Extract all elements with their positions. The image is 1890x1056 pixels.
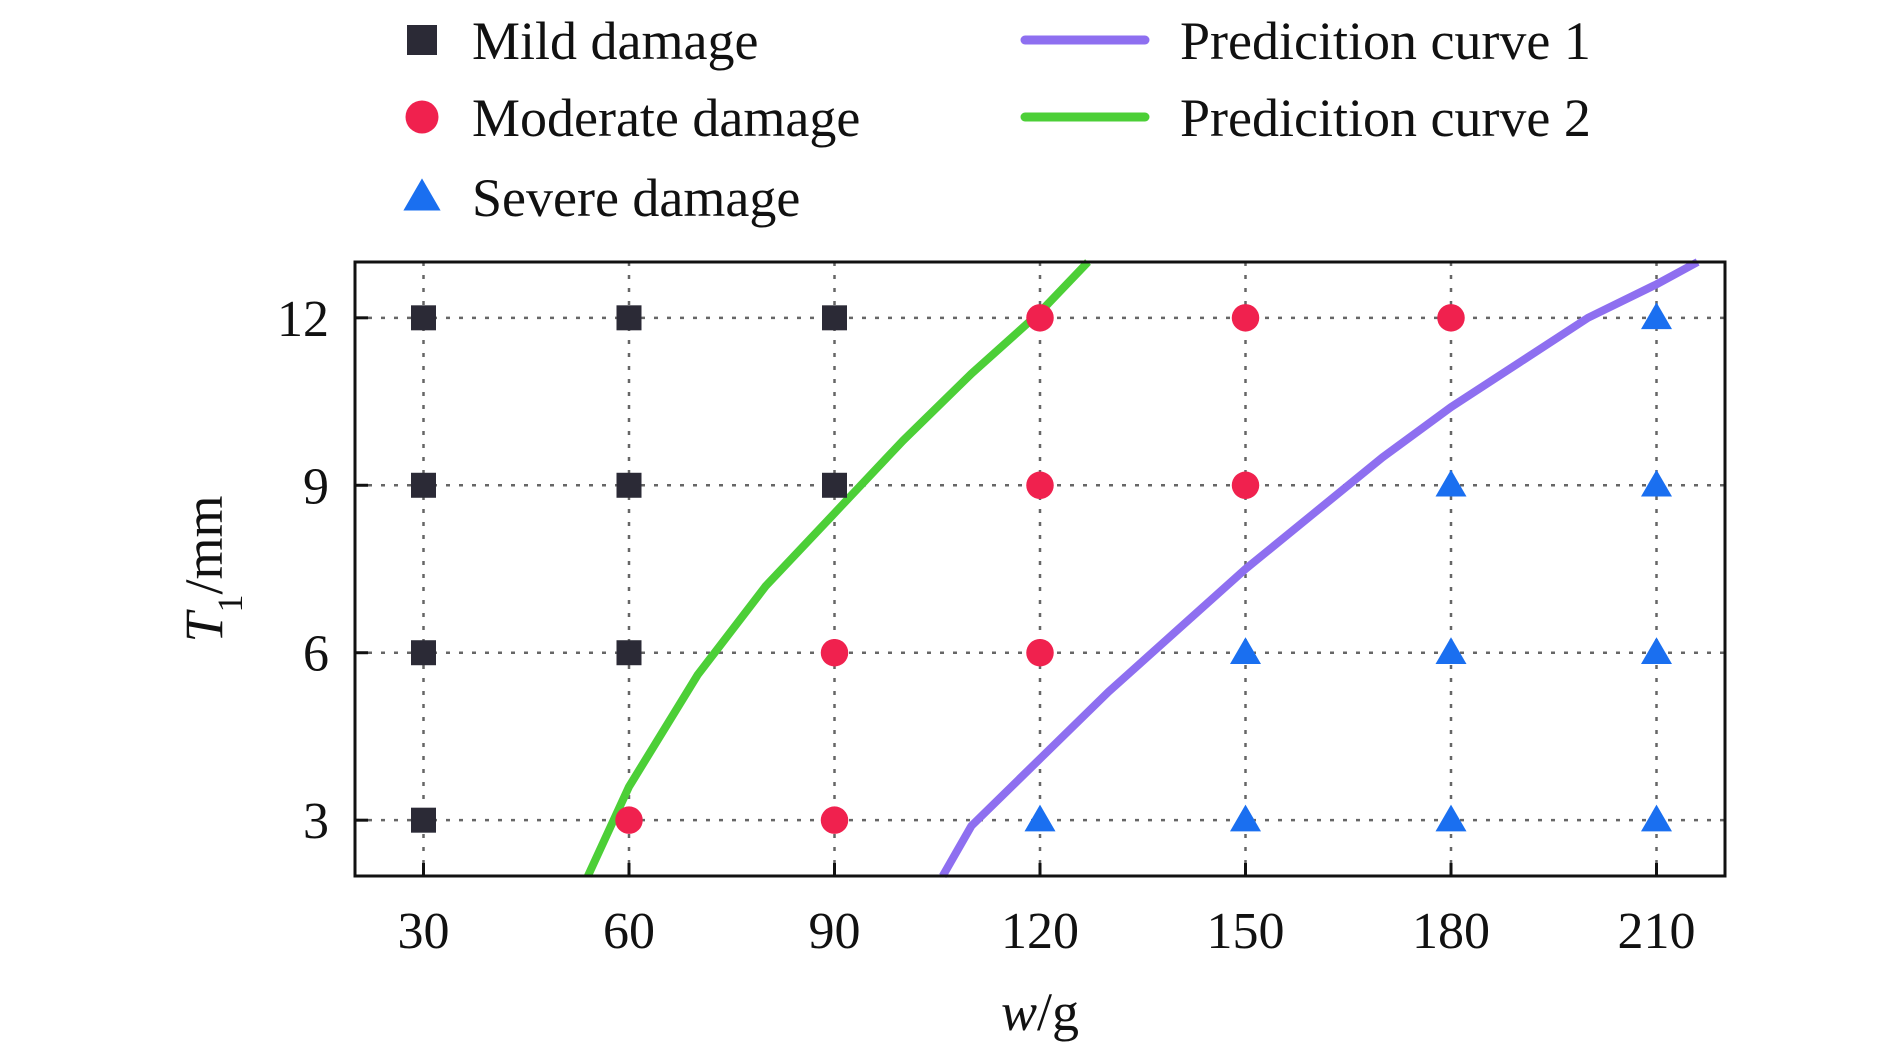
x-tick-label: 210 [1618, 903, 1696, 960]
severe-damage-point [1641, 804, 1672, 832]
legend-label: Predicition curve 1 [1180, 11, 1591, 71]
x-axis-unit: /g [1037, 982, 1079, 1042]
x-tick-label: 150 [1207, 903, 1285, 960]
prediction-curve-1 [939, 258, 1700, 878]
data-markers [411, 302, 1672, 834]
legend-label: Predicition curve 2 [1180, 88, 1591, 148]
x-tick-label: 120 [1001, 903, 1079, 960]
prediction-curves [584, 258, 1700, 878]
severe-damage-point [1641, 469, 1672, 497]
legend-label: Moderate damage [472, 88, 860, 148]
y-axis-unit: /mm [174, 495, 234, 594]
x-axis-variable: w [1001, 982, 1037, 1042]
y-axis-label: T1/mm [174, 495, 250, 642]
y-axis-variable: T [174, 609, 234, 643]
y-axis-subscript: 1 [210, 594, 250, 612]
y-tick-label: 12 [277, 291, 329, 348]
severe-damage-point [1435, 469, 1467, 497]
mild-damage-point [411, 472, 436, 498]
x-tick-label: 90 [809, 903, 861, 960]
severe-damage-point [1230, 804, 1261, 832]
x-axis-label: w/g [1001, 982, 1079, 1042]
moderate-damage-point [615, 806, 643, 834]
severe-damage-point [1024, 804, 1056, 832]
legend-marker-triangle [403, 178, 441, 211]
x-tick-label: 30 [398, 903, 450, 960]
mild-damage-point [411, 807, 436, 833]
legend-label: Severe damage [472, 168, 800, 228]
mild-damage-point [616, 640, 642, 666]
y-tick-label: 3 [303, 793, 329, 850]
moderate-damage-point [820, 638, 849, 667]
moderate-damage-point [1231, 471, 1260, 500]
mild-damage-point [616, 305, 642, 331]
severe-damage-point [1641, 637, 1672, 664]
moderate-damage-point [1026, 471, 1054, 500]
x-tick-label: 180 [1412, 903, 1490, 960]
y-tick-label: 9 [303, 458, 329, 515]
moderate-damage-point [1231, 304, 1260, 332]
axis-ticks: 30 60 90 120 150 180 210 3 6 9 12 [277, 291, 1696, 960]
mild-damage-point [616, 472, 642, 498]
legend-marker-square [407, 25, 437, 55]
moderate-damage-point [1026, 638, 1054, 667]
severe-damage-point [1435, 637, 1467, 664]
severe-damage-point [1435, 804, 1467, 832]
legend: Mild damage Moderate damage Severe damage P… [403, 11, 1591, 228]
prediction-curve-2 [584, 259, 1091, 878]
moderate-damage-point [1026, 304, 1054, 332]
severe-damage-point [1230, 637, 1261, 664]
y-tick-label: 6 [303, 626, 329, 683]
mild-damage-point [822, 305, 847, 331]
legend-marker-circle [405, 100, 439, 134]
mild-damage-point [411, 305, 436, 331]
x-tick-label: 60 [603, 903, 655, 960]
moderate-damage-point [1437, 304, 1465, 332]
legend-label: Mild damage [472, 11, 758, 71]
mild-damage-point [822, 472, 847, 498]
moderate-damage-point [820, 806, 849, 834]
severe-damage-point [1641, 302, 1672, 330]
mild-damage-point [411, 640, 436, 666]
grid [355, 262, 1725, 876]
